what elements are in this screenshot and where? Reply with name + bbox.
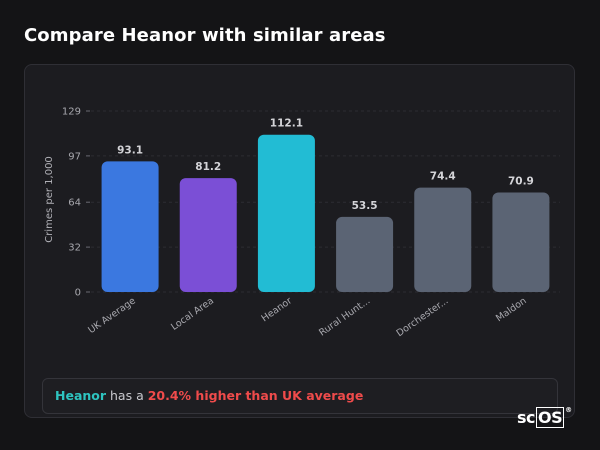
value-label: 112.1 — [270, 118, 303, 130]
bar-3[interactable] — [336, 216, 394, 292]
y-tick-label: 32 — [68, 243, 81, 254]
x-tick-label: Local Area — [169, 295, 216, 332]
summary-text: has a — [106, 388, 148, 403]
x-tick-label: Heanor — [260, 295, 295, 324]
bar-chart: 0 32 64 97 129 Crimes per 1,000 93.1 81.2 112.… — [44, 107, 560, 339]
bar-1[interactable] — [179, 178, 237, 292]
bar-0[interactable] — [101, 161, 159, 292]
y-axis-label: Crimes per 1,000 — [44, 156, 55, 243]
logo-text: sc — [517, 408, 536, 427]
bar-2[interactable] — [257, 134, 315, 292]
page-title: Compare Heanor with similar areas — [24, 25, 386, 46]
bar-5[interactable] — [492, 192, 550, 292]
x-tick-label: Rural Hunt... — [317, 295, 372, 338]
bars — [101, 134, 550, 292]
y-tick-label: 97 — [68, 151, 81, 162]
summary-area-name: Heanor — [55, 388, 107, 403]
value-label: 81.2 — [195, 161, 221, 173]
registered-mark: ® — [565, 406, 572, 414]
x-tick-label: Dorchester... — [395, 295, 451, 339]
value-label: 93.1 — [117, 144, 143, 156]
value-label: 74.4 — [430, 171, 456, 183]
y-tick-label: 0 — [75, 288, 81, 299]
y-tick-label: 129 — [62, 107, 81, 118]
x-axis-labels: UK Average Local Area Heanor Rural Hunt... D… — [86, 295, 528, 339]
logo-boxed-text: OS — [536, 407, 565, 428]
value-label: 53.5 — [352, 200, 378, 212]
chart-card: 0 32 64 97 129 Crimes per 1,000 93.1 81.2 112.… — [24, 64, 575, 418]
bar-4[interactable] — [414, 187, 472, 292]
x-tick-label: UK Average — [86, 295, 138, 336]
y-axis-ticks: 0 32 64 97 129 — [62, 107, 90, 299]
value-label: 70.9 — [508, 176, 534, 188]
grid-lines — [91, 110, 560, 293]
y-tick-label: 64 — [68, 198, 81, 209]
scos-logo: sc OS ® — [517, 406, 572, 428]
value-labels: 93.1 81.2 112.1 53.5 74.4 70.9 — [117, 118, 534, 212]
x-tick-label: Maldon — [494, 295, 529, 324]
summary-stat: 20.4% higher than UK average — [147, 388, 364, 403]
summary-banner: Heanor has a 20.4% higher than UK averag… — [42, 378, 558, 414]
